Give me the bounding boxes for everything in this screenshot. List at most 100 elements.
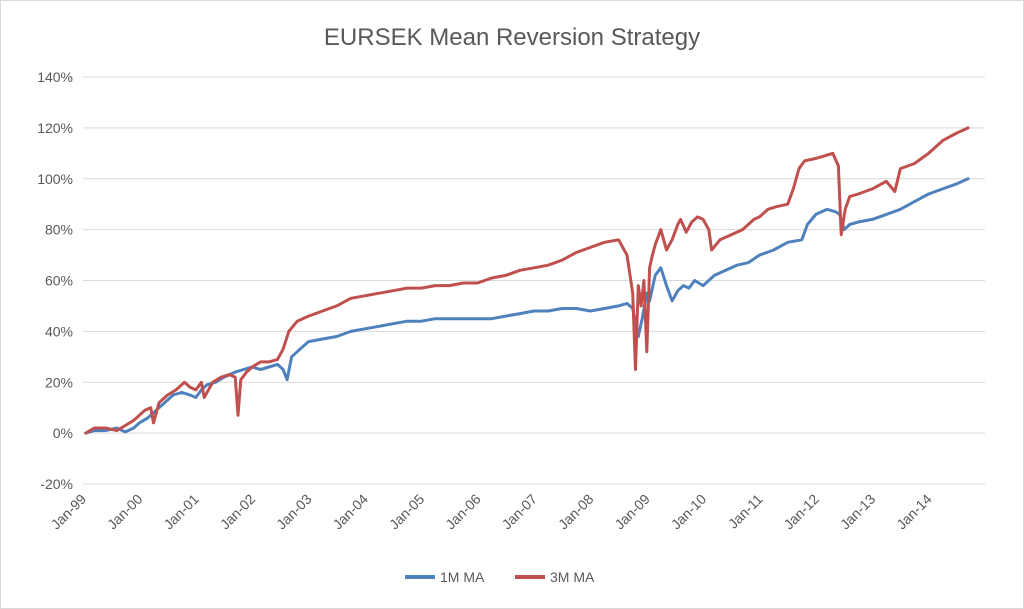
data-point bbox=[250, 365, 254, 369]
data-point bbox=[927, 192, 930, 196]
data-point bbox=[276, 358, 279, 361]
data-point bbox=[837, 164, 840, 168]
y-tick-label: 40% bbox=[45, 323, 73, 339]
data-point bbox=[642, 279, 646, 282]
data-point bbox=[245, 370, 248, 374]
data-point bbox=[172, 393, 175, 397]
data-point bbox=[518, 312, 522, 315]
data-point bbox=[276, 363, 279, 366]
y-tick-label: 80% bbox=[45, 222, 73, 238]
legend-label: 1M MA bbox=[440, 569, 485, 585]
data-point bbox=[806, 223, 809, 226]
data-point bbox=[180, 391, 183, 394]
data-point bbox=[625, 302, 629, 305]
data-point bbox=[690, 220, 693, 224]
data-point bbox=[290, 355, 293, 358]
series-lines bbox=[84, 126, 970, 435]
data-point bbox=[546, 264, 550, 267]
y-tick-label: 60% bbox=[45, 273, 73, 289]
data-point bbox=[834, 210, 837, 213]
data-point bbox=[823, 154, 826, 158]
data-point bbox=[546, 309, 550, 313]
data-point bbox=[188, 393, 192, 397]
data-point bbox=[219, 376, 223, 379]
data-point bbox=[701, 218, 705, 221]
data-point bbox=[758, 215, 761, 219]
data-point bbox=[735, 264, 739, 267]
data-point bbox=[639, 304, 643, 308]
y-tick-label: 100% bbox=[37, 171, 73, 187]
data-point bbox=[476, 317, 479, 320]
data-point bbox=[617, 304, 620, 308]
data-point bbox=[93, 426, 96, 430]
data-point bbox=[132, 426, 135, 430]
data-point bbox=[747, 261, 750, 264]
x-tick-label: Jan-07 bbox=[499, 491, 541, 533]
legend-item: 1M MA bbox=[405, 569, 485, 585]
data-point bbox=[188, 386, 192, 389]
data-point bbox=[659, 228, 662, 231]
data-point bbox=[752, 218, 756, 221]
series-3m-ma bbox=[84, 126, 970, 435]
data-point bbox=[786, 203, 789, 206]
data-point bbox=[786, 241, 789, 244]
data-point bbox=[281, 348, 285, 351]
data-point bbox=[194, 396, 197, 399]
data-point bbox=[797, 167, 801, 170]
data-point bbox=[814, 213, 818, 216]
y-tick-label: -20% bbox=[40, 476, 73, 492]
series-line bbox=[84, 126, 970, 435]
data-point bbox=[730, 233, 733, 236]
data-point bbox=[826, 208, 829, 211]
data-point bbox=[149, 406, 152, 409]
data-point bbox=[234, 376, 237, 379]
data-point bbox=[518, 269, 522, 272]
data-point bbox=[157, 401, 161, 404]
data-point bbox=[665, 284, 668, 287]
data-point bbox=[693, 279, 696, 282]
data-point bbox=[228, 373, 231, 376]
data-point bbox=[174, 388, 178, 392]
series-line bbox=[84, 177, 970, 435]
data-point bbox=[406, 286, 409, 290]
data-point bbox=[434, 284, 437, 287]
data-point bbox=[239, 378, 242, 381]
data-point bbox=[575, 251, 578, 254]
data-point bbox=[132, 419, 135, 422]
data-point bbox=[296, 320, 299, 323]
data-point bbox=[625, 253, 629, 257]
data-point bbox=[267, 365, 271, 369]
y-tick-label: 140% bbox=[37, 69, 73, 85]
data-point bbox=[434, 317, 437, 320]
data-point bbox=[84, 431, 88, 435]
x-tick-label: Jan-12 bbox=[780, 491, 822, 533]
data-point bbox=[941, 187, 944, 191]
data-point bbox=[654, 274, 657, 277]
data-point bbox=[194, 388, 197, 392]
data-point bbox=[490, 276, 493, 280]
data-point bbox=[321, 309, 324, 313]
data-point bbox=[775, 205, 778, 208]
data-point bbox=[104, 426, 107, 430]
data-point bbox=[163, 401, 166, 404]
data-point bbox=[589, 309, 592, 313]
data-point bbox=[772, 248, 775, 252]
data-point bbox=[831, 152, 834, 155]
data-point bbox=[893, 190, 896, 193]
x-tick-label: Jan-06 bbox=[442, 491, 484, 533]
data-point bbox=[603, 241, 606, 244]
data-point bbox=[115, 429, 119, 432]
data-point bbox=[871, 218, 874, 221]
data-point bbox=[941, 139, 944, 142]
data-point bbox=[532, 309, 536, 313]
data-point bbox=[814, 157, 818, 160]
data-point bbox=[377, 325, 381, 328]
data-point bbox=[803, 159, 806, 163]
data-point bbox=[234, 370, 237, 374]
data-point bbox=[259, 360, 262, 364]
data-point bbox=[966, 177, 970, 180]
x-tick-label: Jan-00 bbox=[104, 491, 146, 533]
data-point bbox=[724, 269, 727, 272]
data-point bbox=[927, 152, 930, 155]
